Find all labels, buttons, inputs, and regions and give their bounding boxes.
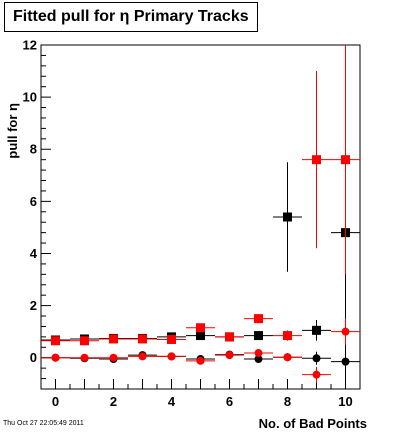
square-marker <box>312 155 321 165</box>
y-axis-label: pull for η <box>5 103 20 159</box>
circle-marker <box>254 355 263 364</box>
y-tick-label: 4 <box>30 246 38 261</box>
x-tick-label: 10 <box>338 394 352 409</box>
x-tick-label: 2 <box>110 394 117 409</box>
square-marker <box>254 331 263 341</box>
axes: 0 2 4 6 8 10 0 2 4 6 8 10 12 <box>23 38 361 409</box>
circle-marker <box>254 349 263 358</box>
square-marker <box>341 155 350 165</box>
y-tick-label: 8 <box>30 142 37 157</box>
data-marks <box>41 45 360 389</box>
circle-marker <box>51 353 60 362</box>
square-marker <box>167 334 176 344</box>
circle-marker <box>312 354 321 363</box>
square-marker <box>225 332 234 342</box>
circle-marker <box>109 353 118 362</box>
square-marker <box>196 331 205 341</box>
x-tick-label: 4 <box>168 394 176 409</box>
square-marker <box>51 336 60 346</box>
circle-marker <box>196 356 205 365</box>
square-marker <box>254 314 263 324</box>
circle-marker <box>138 352 147 361</box>
y-tick-label: 6 <box>30 194 37 209</box>
x-axis-label: No. of Bad Points <box>259 416 367 431</box>
square-marker <box>312 325 321 335</box>
timestamp: Thu Oct 27 22:05:49 2011 <box>3 420 84 427</box>
x-tick-label: 0 <box>52 394 59 409</box>
square-marker <box>80 336 89 346</box>
circle-marker <box>312 370 321 379</box>
circle-marker <box>167 352 176 361</box>
square-marker <box>283 331 292 341</box>
chart-title: Fitted pull for η Primary Tracks <box>4 2 258 32</box>
circle-marker <box>225 351 234 360</box>
circle-marker <box>341 357 350 366</box>
x-tick-label: 8 <box>284 394 291 409</box>
y-tick-label: 2 <box>30 298 37 313</box>
square-marker <box>283 212 292 222</box>
x-tick-label: 6 <box>226 394 233 409</box>
square-marker <box>196 323 205 333</box>
circle-marker <box>80 353 89 362</box>
square-marker <box>138 334 147 344</box>
circle-marker <box>341 327 350 336</box>
y-tick-label: 0 <box>30 350 37 365</box>
square-marker <box>109 334 118 344</box>
y-tick-label: 12 <box>23 38 37 53</box>
circle-marker <box>283 353 292 362</box>
y-tick-label: 10 <box>23 90 37 105</box>
